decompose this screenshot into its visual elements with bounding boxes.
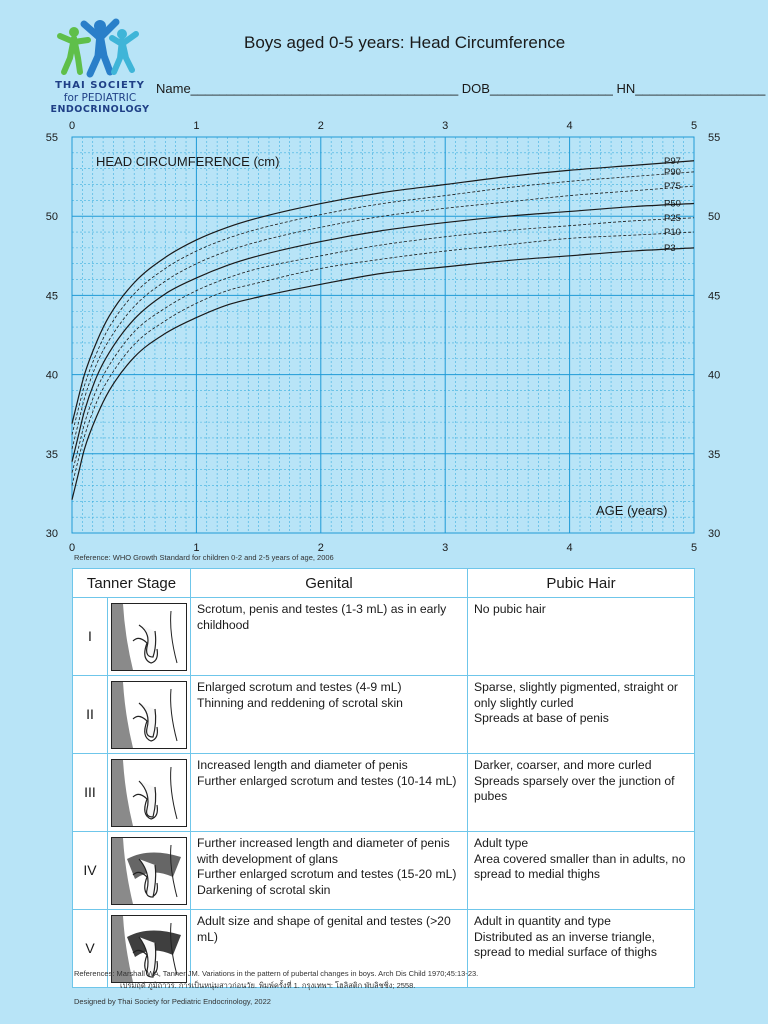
series-label-p50: P50 (664, 199, 681, 210)
series-line-p75 (71, 185, 695, 450)
series-label-p75: P75 (664, 181, 681, 192)
header-tanner-stage: Tanner Stage (72, 568, 191, 598)
x-tick-label-top: 1 (193, 120, 199, 132)
y-tick-label-right: 50 (708, 211, 720, 223)
society-logo (57, 18, 139, 78)
tanner-stage-label: II (72, 675, 108, 754)
y-tick-label: 40 (46, 370, 58, 382)
table-row: IV Further increased length and diameter … (72, 831, 695, 910)
page-title: Boys aged 0-5 years: Head Circumference (244, 33, 566, 52)
tanner-illustration (107, 675, 191, 754)
x-tick-label-top: 5 (691, 120, 697, 132)
table-row: II Enlarged scrotum and testes (4-9 mL) T… (72, 675, 695, 754)
x-tick-label: 5 (691, 542, 697, 554)
tanner-illustration (107, 753, 191, 832)
genital-illustration-icon (111, 680, 187, 749)
chart-reference: Reference: WHO Growth Standard for child… (74, 553, 334, 562)
series-line-p50 (71, 202, 695, 462)
table-row: V Adult size and shape of genital and tes… (72, 909, 695, 988)
genital-description: Scrotum, penis and testes (1-3 mL) as in… (190, 597, 468, 676)
x-tick-label-top: 0 (69, 120, 75, 132)
series-label-p97: P97 (664, 156, 681, 167)
genital-description: Enlarged scrotum and testes (4-9 mL) Thi… (190, 675, 468, 754)
genital-description: Adult size and shape of genital and test… (190, 909, 468, 988)
logo-line-2: for PEDIATRIC (63, 92, 137, 104)
genital-description: Further increased length and diameter of… (190, 831, 468, 910)
header-genital: Genital (190, 568, 468, 598)
series-line-p97 (71, 160, 695, 424)
tanner-illustration (107, 597, 191, 676)
designed-by: Designed by Thai Society for Pediatric E… (74, 997, 271, 1006)
y-tick-label: 30 (46, 528, 58, 540)
x-tick-label: 0 (69, 542, 75, 554)
x-tick-label: 2 (318, 542, 324, 554)
x-tick-label-top: 2 (318, 120, 324, 132)
patient-info-line: Name____________________________________… (156, 81, 766, 96)
y-tick-label-right: 45 (708, 290, 720, 302)
tanner-stage-table: Tanner Stage Genital Pubic Hair I Scrotum… (72, 568, 695, 988)
pubic-hair-description: Darker, coarser, and more curled Spreads… (467, 753, 695, 832)
y-axis-label: HEAD CIRCUMFERENCE (cm) (96, 154, 279, 169)
y-tick-label-right: 55 (708, 132, 720, 144)
tanner-stage-label: V (72, 909, 108, 988)
genital-illustration-icon (111, 914, 187, 983)
genital-description: Increased length and diameter of penis F… (190, 753, 468, 832)
tanner-illustration (107, 831, 191, 910)
series-line-p90 (71, 171, 695, 435)
pubic-hair-description: Sparse, slightly pigmented, straight or … (467, 675, 695, 754)
x-tick-label: 1 (193, 542, 199, 554)
y-tick-label: 50 (46, 211, 58, 223)
series-label-p10: P10 (664, 227, 681, 238)
x-tick-label: 4 (567, 542, 573, 554)
references: References: Marshall WA, Tanner JM. Vari… (74, 968, 478, 992)
tanner-illustration (107, 909, 191, 988)
table-header-row: Tanner Stage Genital Pubic Hair (72, 568, 695, 598)
y-tick-label: 35 (46, 449, 58, 461)
y-tick-label: 45 (46, 290, 58, 302)
logo-text: THAI SOCIETY for PEDIATRIC ENDOCRINOLOGY (50, 80, 150, 116)
series-line-p25 (71, 217, 695, 473)
reference-line-1: References: Marshall WA, Tanner JM. Vari… (74, 969, 479, 978)
logo-line-3: ENDOCRINOLOGY (50, 104, 150, 115)
tanner-stage-label: III (72, 753, 108, 832)
plot-border (71, 136, 695, 534)
y-tick-label-right: 35 (708, 449, 720, 461)
genital-illustration-icon (111, 758, 187, 827)
series-line-p10 (71, 231, 695, 486)
table-row: I Scrotum, penis and testes (1-3 mL) as i… (72, 597, 695, 676)
table-row: III Increased length and diameter of peni… (72, 753, 695, 832)
genital-illustration-icon (111, 836, 187, 905)
series-label-p3: P3 (664, 243, 676, 254)
tanner-stage-label: I (72, 597, 108, 676)
series-label-p25: P25 (664, 213, 681, 224)
y-tick-label-right: 30 (708, 528, 720, 540)
header-pubic-hair: Pubic Hair (467, 568, 695, 598)
jumping-children-icon (57, 18, 139, 78)
pubic-hair-description: No pubic hair (467, 597, 695, 676)
logo-line-1: THAI SOCIETY (55, 80, 145, 91)
y-tick-label: 55 (46, 132, 58, 144)
pubic-hair-description: Adult in quantity and type Distributed a… (467, 909, 695, 988)
tanner-stage-label: IV (72, 831, 108, 910)
series-label-p90: P90 (664, 167, 681, 178)
x-tick-label: 3 (442, 542, 448, 554)
series-line-p3 (71, 247, 695, 500)
y-tick-label-right: 40 (708, 370, 720, 382)
reference-line-2: เปรมฤดี ภูมิถาวร. การเป็นหนุ่มสาวก่อนวัย… (120, 981, 416, 990)
x-tick-label-top: 4 (567, 120, 573, 132)
pubic-hair-description: Adult type Area covered smaller than in … (467, 831, 695, 910)
x-axis-label: AGE (years) (596, 503, 668, 518)
x-tick-label-top: 3 (442, 120, 448, 132)
genital-illustration-icon (111, 602, 187, 671)
